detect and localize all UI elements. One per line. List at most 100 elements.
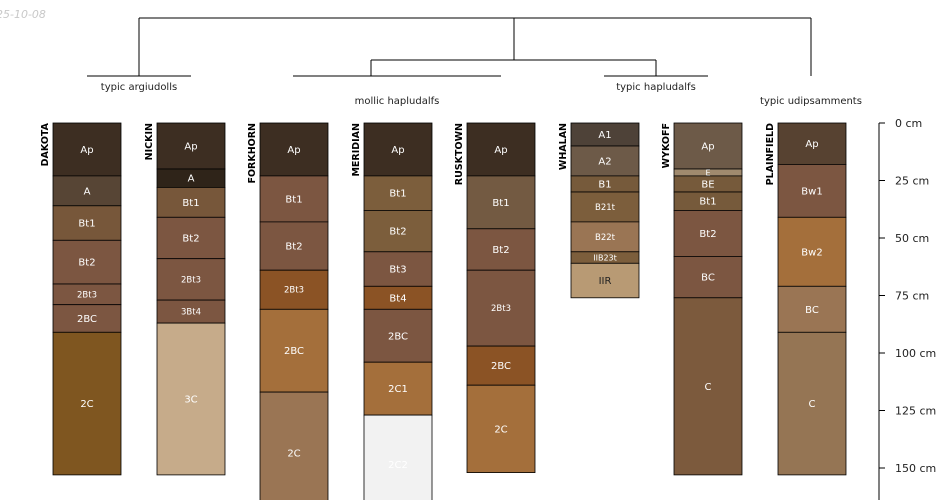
horizon-block [466, 228, 536, 271]
soil-profile: Ap A Bt1 Bt2 2Bt3 2BC 2C DAKOTA [40, 122, 122, 476]
horizon-label: Bt2 [492, 245, 509, 256]
horizon-label: 2BC [388, 331, 408, 342]
date-label: 25-10-08 [0, 8, 46, 21]
horizon-label: Bt1 [389, 189, 406, 200]
horizon-label: C [809, 399, 816, 410]
profile-name: FORKHORN [247, 123, 258, 184]
horizon-block [52, 175, 122, 207]
horizon-label: Bt2 [182, 234, 199, 245]
horizon-block [259, 175, 329, 223]
soil-profile: Ap Bt1 Bt2 2Bt3 2BC 2C FORKHORN [247, 122, 329, 500]
horizon-label: 3C [184, 395, 197, 406]
horizon-block [363, 175, 433, 211]
horizon-label: Bt3 [389, 265, 406, 276]
horizon-label: B1 [598, 179, 611, 190]
horizon-block [777, 163, 847, 218]
horizon-block [570, 221, 640, 253]
axis-tick-label: 150 cm [895, 462, 936, 475]
depth-axis: 0 cm 25 cm 50 cm 75 cm 100 cm 125 cm 150 cm [878, 117, 936, 500]
horizon-block [259, 269, 329, 310]
soil-profile: Ap E BE Bt1 Bt2 BC C WYKOFF [661, 122, 743, 476]
horizon-label: Bt2 [78, 258, 95, 269]
horizon-label: Bt1 [182, 198, 199, 209]
horizon-block [259, 308, 329, 393]
horizon-label: B21t [595, 203, 616, 213]
horizon-label: 2Bt3 [77, 290, 97, 300]
horizon-block [363, 251, 433, 287]
horizon-block [777, 216, 847, 287]
horizon-block [156, 216, 226, 260]
horizon-block [777, 122, 847, 165]
horizon-label: Ap [494, 145, 507, 156]
profile-name: WHALAN [558, 123, 569, 170]
horizon-label: Ap [701, 142, 714, 153]
profile-name: DAKOTA [40, 122, 51, 166]
horizon-label: 3Bt4 [181, 308, 201, 318]
horizon-block [259, 122, 329, 177]
horizon-label: 2Bt3 [491, 304, 511, 314]
horizon-label: 2Bt3 [284, 286, 304, 296]
horizon-label: Ap [80, 145, 93, 156]
horizon-label: BC [805, 305, 819, 316]
axis-tick-label: 100 cm [895, 347, 936, 360]
horizon-block [52, 304, 122, 333]
horizon-block [363, 308, 433, 363]
horizon-label: 2C [494, 424, 507, 435]
horizon-label: Ap [805, 139, 818, 150]
group-label: typic argiudolls [101, 82, 177, 93]
horizon-label: BE [701, 179, 714, 190]
horizon-label: Ap [391, 145, 404, 156]
profile-name: RUSKTOWN [454, 123, 465, 185]
axis-tick-label: 0 cm [895, 117, 922, 130]
horizon-label: E [705, 168, 710, 177]
horizon-block [363, 361, 433, 416]
horizon-label: 2BC [491, 361, 511, 372]
axis-tick-label: 75 cm [895, 290, 929, 303]
horizon-label: IIB23t [593, 253, 617, 262]
profile-name: PLAINFIELD [765, 123, 776, 185]
horizon-label: Bt2 [389, 227, 406, 238]
horizon-label: Bt1 [78, 219, 95, 230]
horizon-label: Bt1 [699, 197, 716, 208]
horizon-block [570, 191, 640, 223]
horizon-label: Ap [287, 145, 300, 156]
horizon-label: Bt4 [389, 293, 406, 304]
axis-tick-label: 25 cm [895, 175, 929, 188]
horizon-label: A2 [598, 156, 611, 167]
horizon-label: Bt1 [492, 198, 509, 209]
horizon-label: 2C1 [388, 384, 408, 395]
horizon-label: Bt2 [285, 242, 302, 253]
horizon-block [52, 239, 122, 285]
horizon-label: A [84, 186, 91, 197]
horizon-block [466, 384, 536, 474]
profile-name: MERIDIAN [351, 123, 362, 177]
horizon-block [156, 322, 226, 476]
horizon-label: Bw2 [801, 247, 822, 258]
soil-profile: A1 A2 B1 B21t B22t IIB23t IIR WHALAN [558, 122, 640, 299]
horizon-label: BC [701, 273, 715, 284]
group-label: typic udipsamments [760, 96, 862, 107]
horizon-block [52, 331, 122, 476]
horizon-label: 2BC [284, 346, 304, 357]
horizon-label: Bw1 [801, 186, 822, 197]
horizon-block [259, 391, 329, 500]
horizon-block [777, 285, 847, 333]
group-label: mollic hapludalfs [355, 96, 440, 107]
profiles: Ap A Bt1 Bt2 2Bt3 2BC 2C DAKOTA Ap A Bt1 Bt2 2Bt3 3Bt… [40, 122, 847, 500]
horizon-block [156, 258, 226, 301]
axis-tick-label: 125 cm [895, 405, 936, 418]
horizon-block [363, 209, 433, 253]
horizon-block [570, 145, 640, 177]
horizon-block [466, 345, 536, 386]
horizon-label: Bt2 [699, 229, 716, 240]
horizon-label: C [705, 382, 712, 393]
horizon-block [363, 414, 433, 500]
dendrogram [87, 17, 812, 77]
horizon-label: 2C2 [388, 460, 408, 471]
horizon-label: 2Bt3 [181, 275, 201, 285]
horizon-label: 2BC [77, 314, 97, 325]
group-label: typic hapludalfs [616, 82, 696, 93]
horizon-block [363, 122, 433, 177]
horizon-block [466, 122, 536, 177]
horizon-label: A [188, 174, 195, 185]
